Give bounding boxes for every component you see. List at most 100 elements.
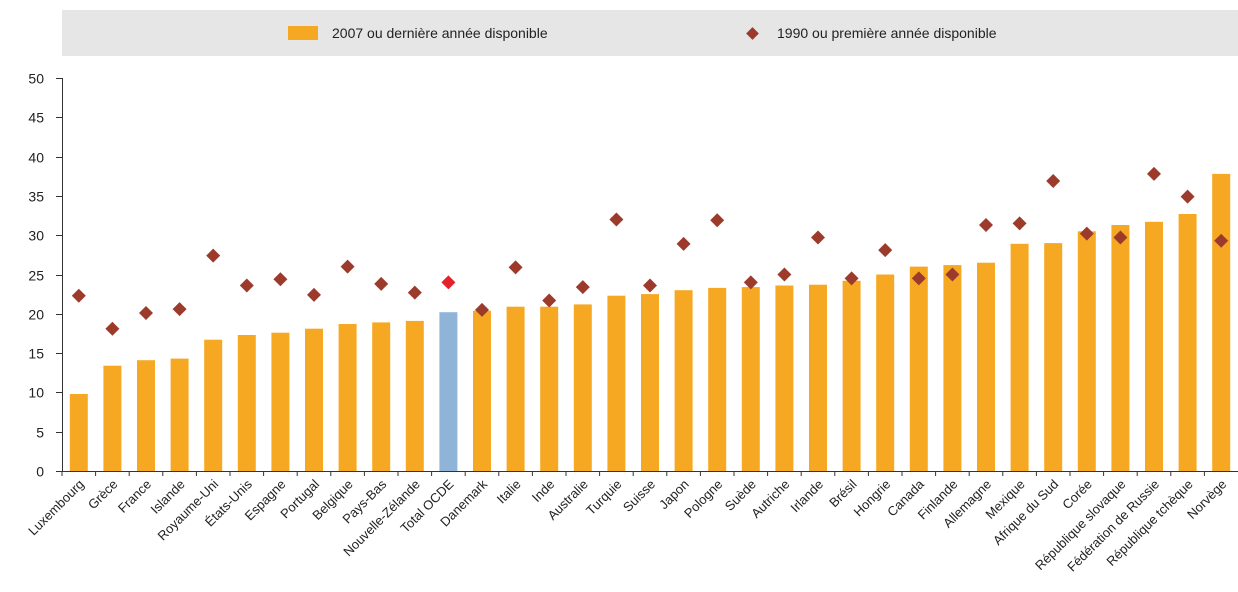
bar [1044, 243, 1063, 471]
bar [842, 280, 861, 471]
marker-point [811, 230, 825, 245]
marker-point [609, 212, 624, 227]
marker-point [374, 276, 389, 291]
bar [1178, 214, 1197, 471]
legend-bar-label: 2007 ou dernière année disponible [332, 25, 548, 41]
x-tick-label: France [115, 477, 154, 516]
marker-point [844, 271, 859, 286]
x-tick-label: Suisse [620, 477, 658, 515]
marker-point [307, 287, 321, 302]
bar [170, 358, 189, 471]
bar [943, 265, 962, 471]
bar [607, 295, 626, 471]
y-tick-label: 20 [28, 307, 44, 323]
bar [909, 266, 928, 471]
x-tick-label: Inde [529, 477, 558, 506]
marker-point [475, 302, 489, 317]
bar [641, 294, 659, 471]
marker-point [1180, 189, 1195, 204]
bar [103, 365, 122, 471]
marker-point [407, 285, 422, 300]
legend-item-markers: 1990 ou première année disponible [742, 10, 997, 56]
marker-point [1079, 226, 1094, 241]
marker-point [911, 271, 926, 286]
bar [237, 335, 256, 471]
legend: 2007 ou dernière année disponible 1990 o… [62, 10, 1238, 56]
bar [271, 332, 290, 471]
bar [405, 320, 424, 471]
x-tick-label: Luxembourg [25, 477, 87, 539]
bar [708, 287, 727, 471]
y-tick-label: 50 [28, 71, 44, 87]
bar [473, 310, 491, 471]
marker-point [643, 278, 657, 293]
bar [305, 328, 323, 471]
x-tick-label: Italie [494, 477, 524, 507]
bar [372, 322, 391, 471]
x-tick-label: Irlande [787, 477, 826, 516]
y-tick-label: 35 [28, 189, 44, 205]
marker-point [878, 243, 893, 258]
bar [1212, 173, 1231, 471]
marker-point [340, 259, 355, 274]
bar [439, 312, 458, 471]
marker-point [743, 275, 758, 290]
bar [1145, 221, 1163, 471]
marker-series [71, 166, 1229, 336]
marker-point [172, 302, 187, 317]
marker-point [508, 260, 523, 275]
marker-point [575, 280, 590, 295]
bar [977, 262, 995, 471]
marker-point [777, 267, 792, 282]
legend-item-bars: 2007 ou dernière année disponible [288, 10, 548, 56]
marker-point [1012, 216, 1027, 231]
bar [876, 274, 895, 471]
bar [69, 394, 88, 471]
marker-point [1113, 230, 1128, 245]
y-tick-label: 10 [28, 385, 44, 401]
legend-marker-label: 1990 ou première année disponible [777, 25, 997, 41]
bar-series [69, 173, 1231, 471]
marker-point [273, 272, 288, 287]
marker-point [945, 267, 960, 282]
marker-point [979, 217, 993, 232]
bar [775, 285, 794, 471]
x-tick-label: Turquie [583, 477, 624, 518]
y-tick-label: 0 [36, 464, 44, 480]
marker-point [1214, 233, 1229, 248]
bar [506, 306, 525, 471]
marker-point [139, 306, 153, 321]
x-axis: LuxembourgGrèceFranceIslandeRoyaume-UniÉ… [25, 471, 1238, 575]
marker-point [441, 275, 456, 290]
bar [1010, 243, 1029, 471]
marker-point [105, 321, 120, 336]
legend-bar-swatch [288, 26, 318, 40]
marker-point [71, 288, 86, 303]
bar [1077, 231, 1096, 471]
marker-point [542, 293, 557, 308]
y-tick-label: 45 [28, 110, 44, 126]
y-tick-label: 5 [36, 425, 44, 441]
marker-point [710, 213, 725, 228]
marker-point [1147, 166, 1161, 181]
bar [809, 284, 827, 471]
x-tick-label: Grèce [85, 477, 121, 513]
bar [1111, 225, 1130, 471]
bar [540, 306, 559, 471]
marker-point [239, 278, 254, 293]
bar [204, 339, 223, 471]
bar [674, 290, 693, 471]
bar [741, 287, 760, 471]
y-tick-label: 30 [28, 228, 44, 244]
marker-point [676, 236, 691, 251]
y-tick-label: 15 [28, 346, 44, 362]
y-axis: 0 5 10 15 20 25 30 35 40 45 50 [28, 71, 63, 480]
bar [137, 360, 155, 471]
marker-point [206, 248, 221, 263]
bar [573, 304, 592, 471]
bar [338, 324, 357, 471]
y-tick-label: 25 [28, 268, 44, 284]
y-tick-label: 40 [28, 150, 44, 166]
marker-point [1046, 173, 1061, 188]
